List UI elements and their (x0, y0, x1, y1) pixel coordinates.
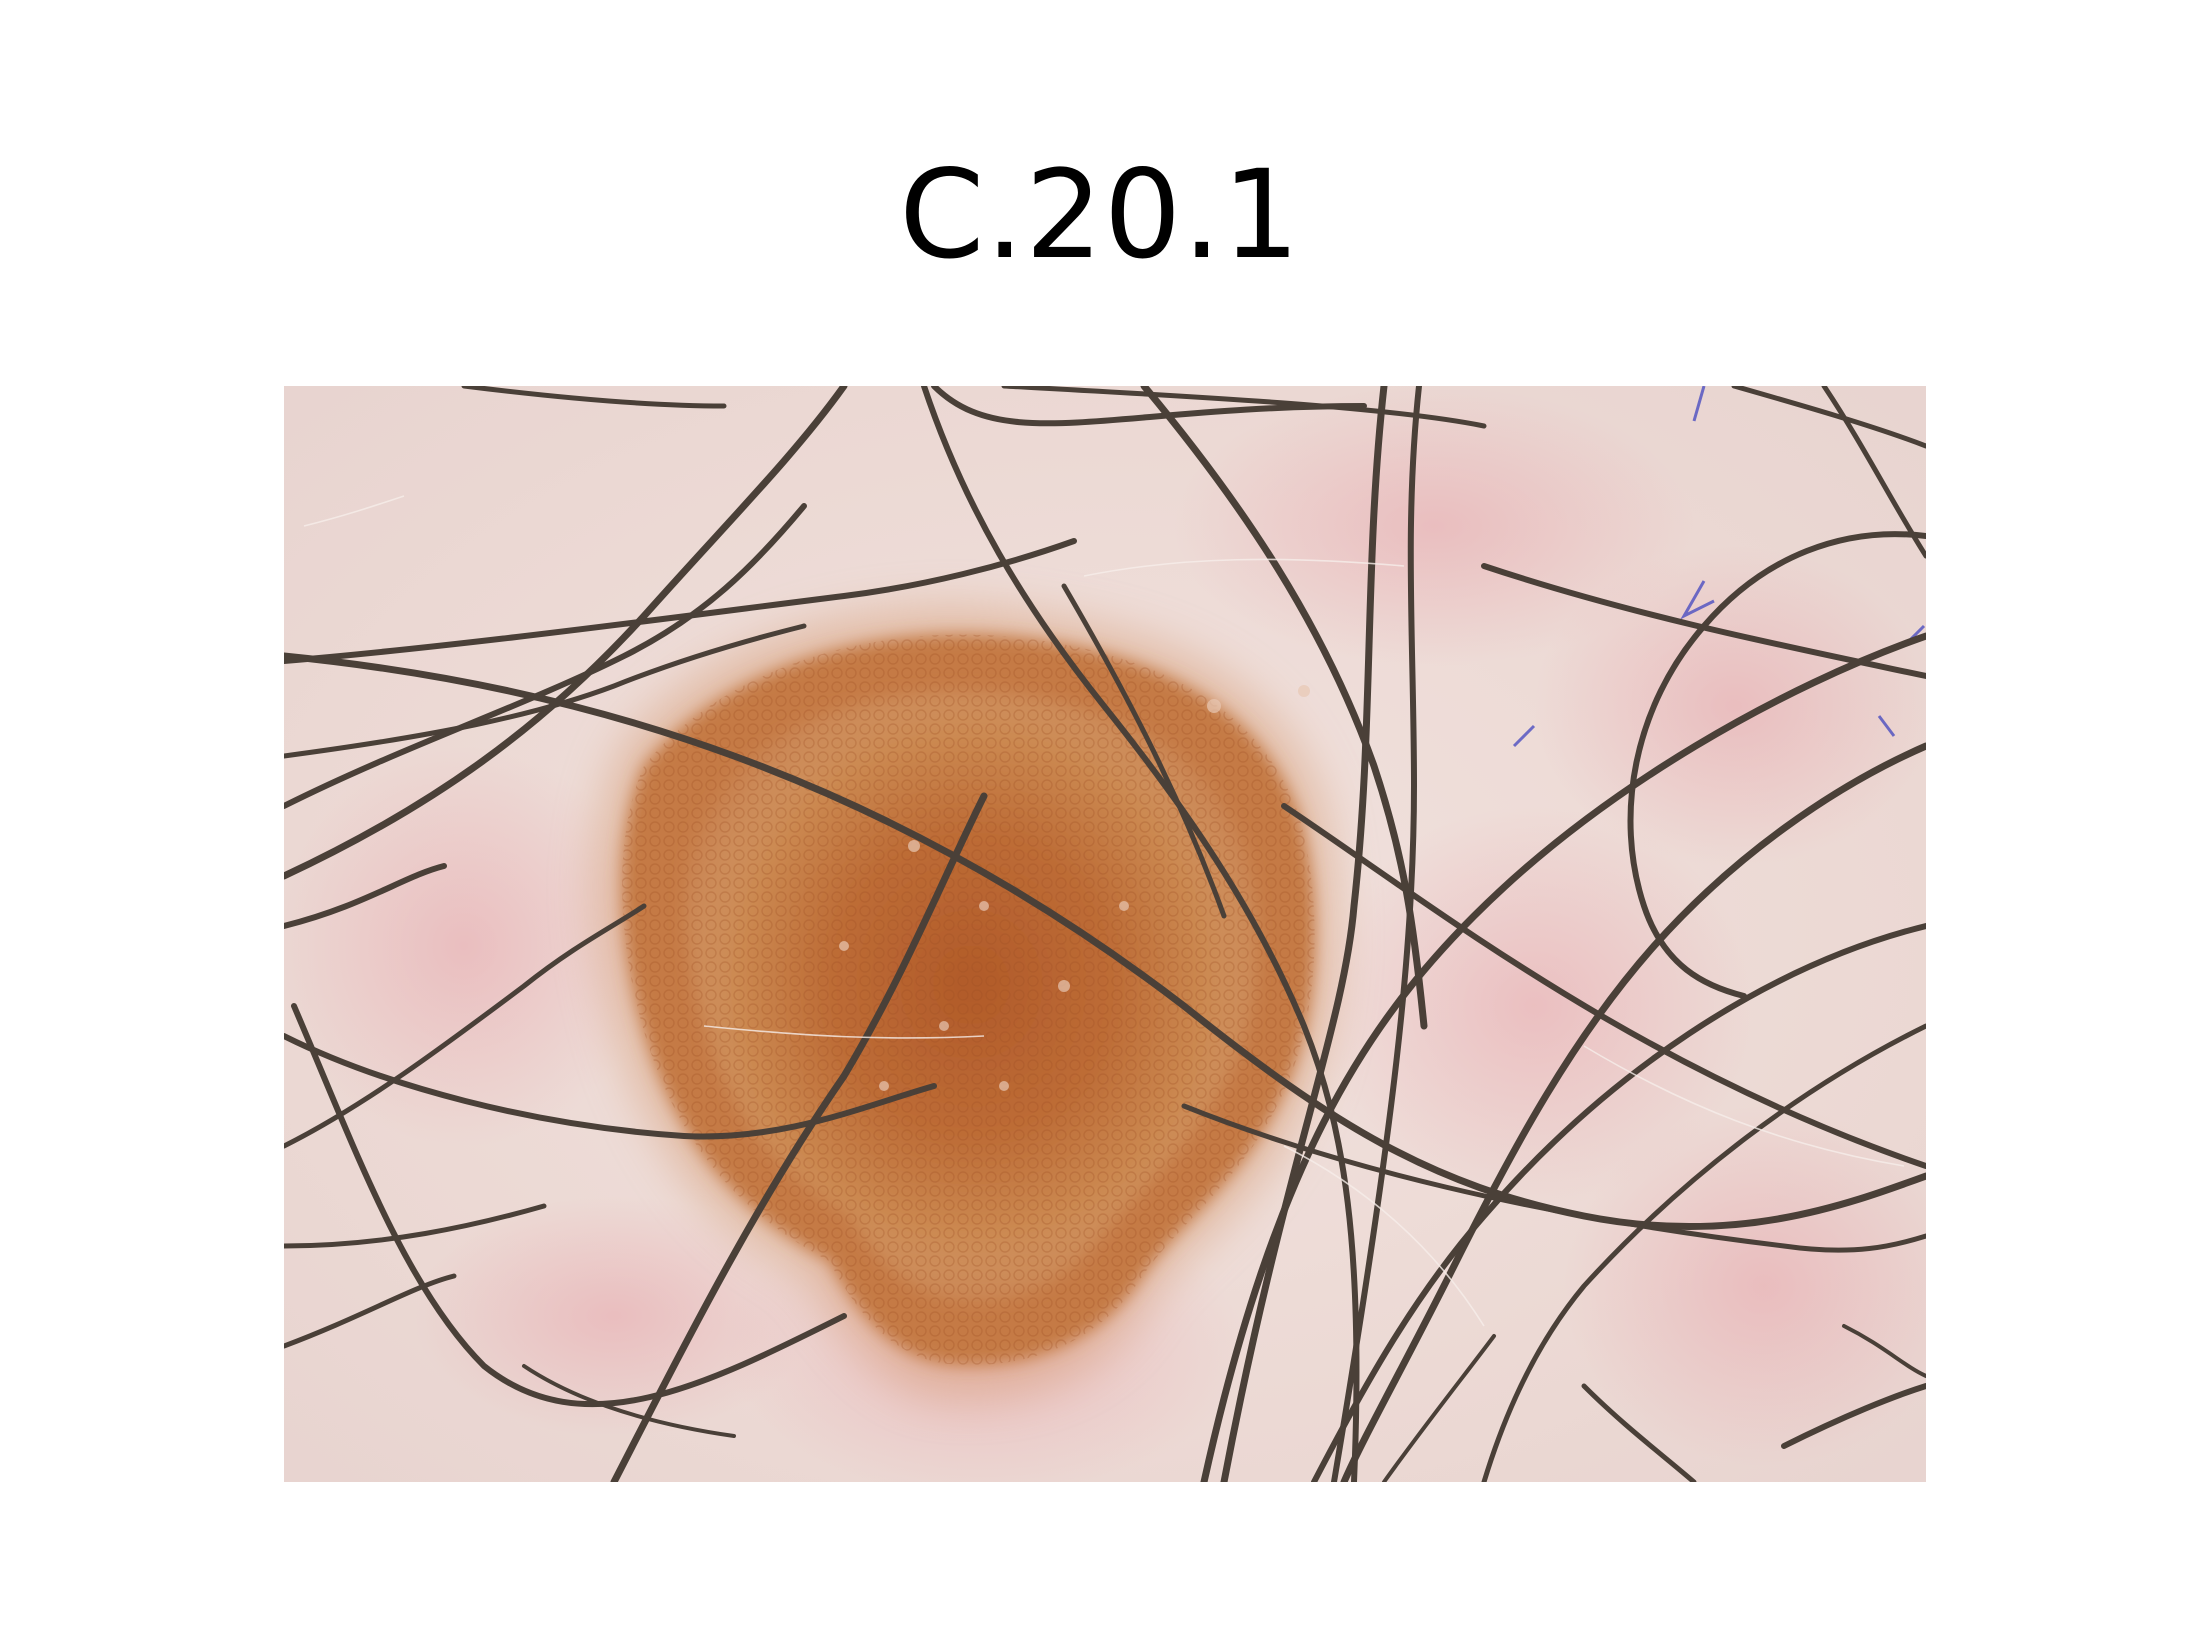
dermoscopy-photo (284, 386, 1926, 1482)
dermoscopy-image (284, 386, 1926, 1482)
slide-title: C.20.1 (899, 144, 1301, 286)
